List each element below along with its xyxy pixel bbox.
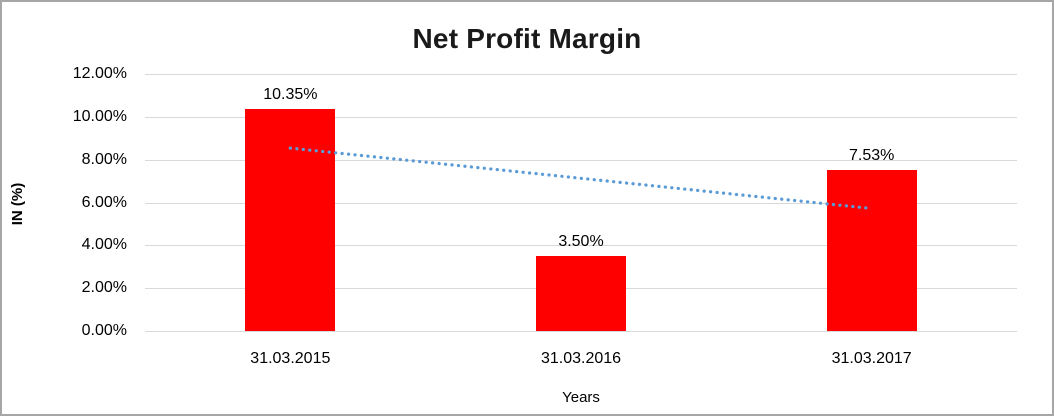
gridline bbox=[145, 74, 1017, 75]
x-tick-label: 31.03.2016 bbox=[540, 350, 622, 367]
y-tick-label: 4.00% bbox=[81, 236, 127, 254]
gridline bbox=[145, 331, 1017, 332]
gridline bbox=[145, 159, 1017, 161]
plot-area: 10.35% 3.50% 7.53% bbox=[145, 74, 1017, 332]
bar-31.03.2017 bbox=[826, 169, 917, 331]
y-tick-label: 6.00% bbox=[81, 193, 127, 211]
bar-31.03.2016 bbox=[536, 256, 626, 331]
bar-value-label: 10.35% bbox=[263, 86, 318, 104]
y-axis-title: IN (%) bbox=[9, 182, 26, 226]
bar-value-label: 3.50% bbox=[558, 233, 604, 251]
x-axis-title: Years bbox=[562, 389, 600, 406]
bar-31.03.2015 bbox=[245, 109, 336, 331]
y-tick-label: 8.00% bbox=[81, 150, 127, 168]
gridline bbox=[145, 116, 1017, 118]
trendline bbox=[288, 146, 874, 211]
y-tick-label: 0.00% bbox=[81, 322, 127, 339]
y-tick-label: 2.00% bbox=[81, 279, 127, 297]
bar-value-label: 7.53% bbox=[848, 146, 895, 164]
x-tick-label: 31.03.2015 bbox=[250, 350, 331, 367]
y-tick-label: 12.00% bbox=[72, 65, 127, 82]
x-tick-label: 31.03.2017 bbox=[831, 350, 912, 367]
y-tick-label: 10.00% bbox=[72, 107, 127, 125]
gridline bbox=[145, 202, 1017, 204]
chart-title: Net Profit Margin bbox=[412, 23, 642, 54]
gridline bbox=[145, 245, 1017, 247]
